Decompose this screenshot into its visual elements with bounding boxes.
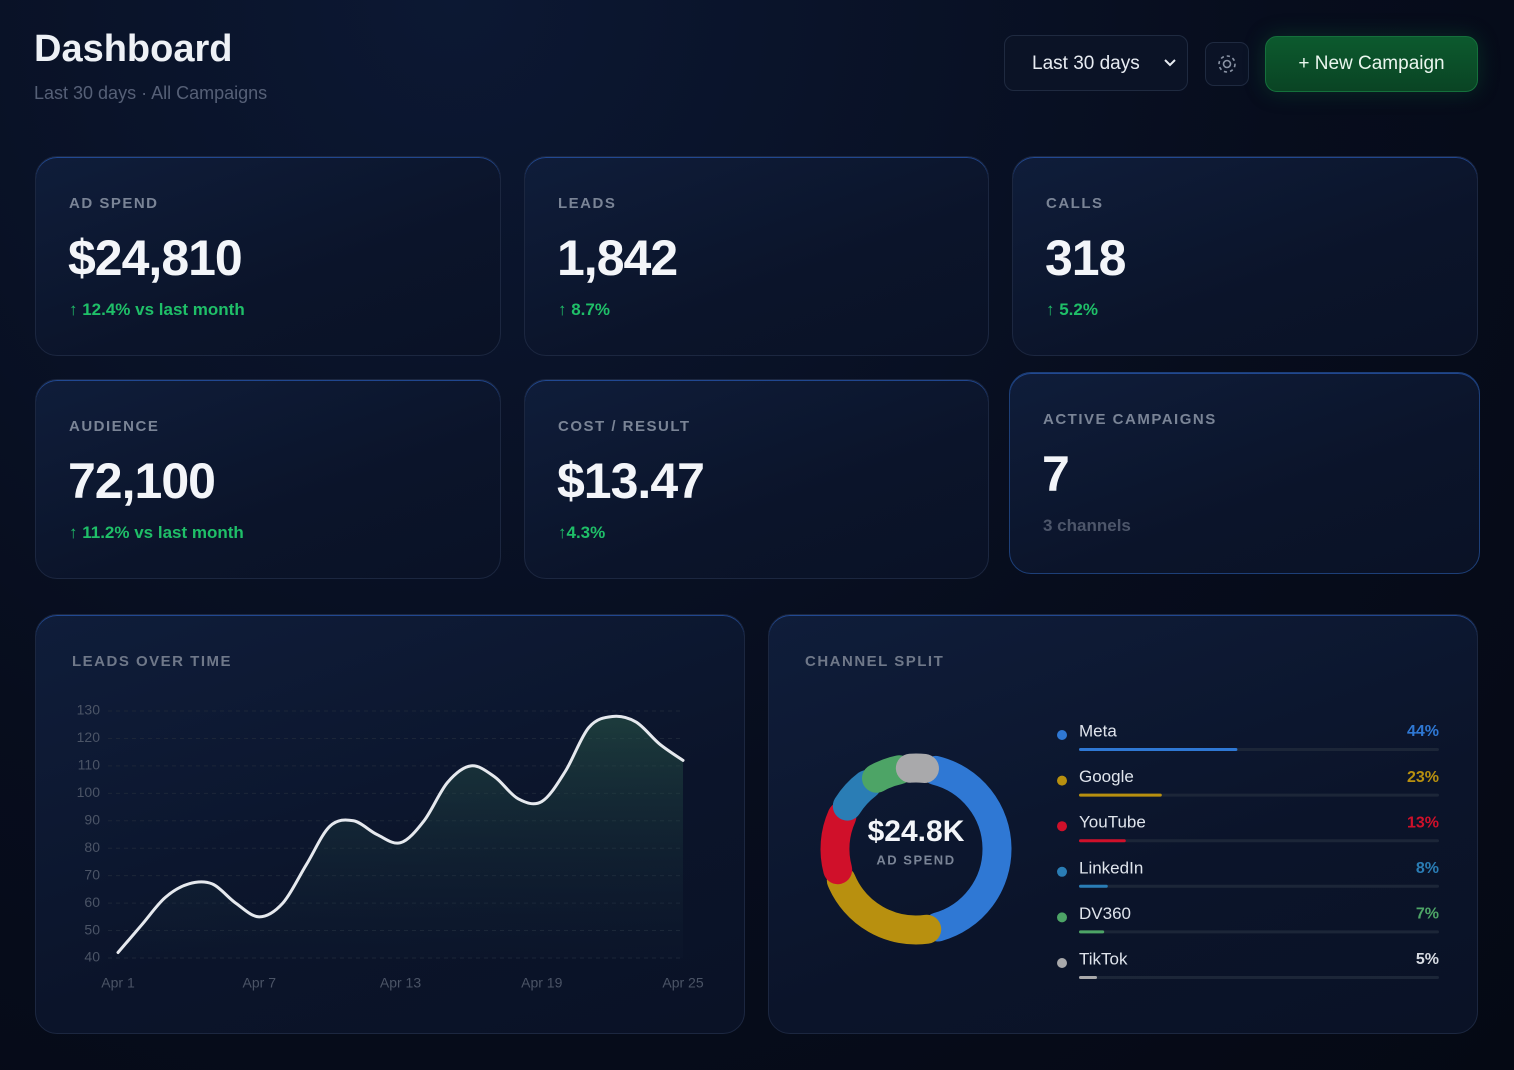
kpi-value: 72,100 [68, 453, 216, 509]
kpi-value: 318 [1045, 230, 1126, 286]
kpi-change: ↑ 5.2% [1046, 300, 1098, 319]
y-tick-label: 80 [84, 839, 100, 855]
legend-bar [1079, 884, 1108, 888]
y-tick-label: 60 [84, 894, 100, 910]
donut-chart: CHANNEL SPLIT Meta 44% Google 23% YouTube 13% L… [805, 653, 1439, 979]
donut-segment [826, 865, 942, 945]
chart-title: CHANNEL SPLIT [805, 653, 944, 670]
legend-track [1079, 884, 1439, 888]
legend-name: Google [1079, 767, 1134, 786]
y-tick-label: 40 [84, 949, 100, 965]
line-series [116, 714, 685, 955]
kpi-card: CALLS 318 ↑ 5.2% [1012, 156, 1478, 356]
kpi-value: 7 [1042, 446, 1070, 502]
legend-bar [1079, 930, 1105, 934]
y-tick-label: 120 [77, 729, 101, 745]
legend-track [1079, 930, 1439, 934]
leads-card: LEADS OVER TIME 40 50 60 70 80 90 100 110 120 130 A… [35, 614, 745, 1034]
y-tick-label: 100 [77, 784, 101, 800]
y-tick-label: 50 [84, 921, 100, 937]
x-tick-label: Apr 7 [243, 975, 277, 991]
donut-segment [832, 769, 882, 821]
kpi-change: ↑4.3% [558, 523, 606, 542]
new-campaign-button[interactable]: + New Campaign [1265, 36, 1478, 92]
kpi-value: 1,842 [557, 230, 678, 286]
kpi-label: AD SPEND [69, 195, 159, 212]
donut-segment [921, 755, 1012, 942]
legend-value: 5% [1416, 951, 1439, 968]
legend-name: Meta [1079, 721, 1117, 740]
legend-bar [1079, 976, 1097, 979]
kpi-card: ACTIVE CAMPAIGNS 7 3 channels [1009, 372, 1480, 574]
x-tick-label: Apr 25 [662, 975, 703, 991]
kpi-value: $24,810 [68, 230, 243, 286]
y-tick-label: 110 [78, 757, 101, 773]
y-tick-label: 90 [84, 811, 100, 827]
line-area [118, 716, 683, 958]
range-select-text: Last 30 days [1032, 53, 1140, 74]
x-tick-label: Apr 1 [101, 975, 135, 991]
legend-dot [1057, 821, 1067, 832]
legend-track [1079, 839, 1439, 843]
legend-track [1079, 976, 1439, 979]
chevron [1164, 59, 1176, 67]
kpi-label: CALLS [1046, 195, 1104, 212]
x-tick-label: Apr 13 [380, 975, 421, 991]
legend-name: YouTube [1079, 813, 1146, 832]
page-subtitle: Last 30 days · All Campaigns [34, 83, 268, 103]
legend-value: 44% [1407, 723, 1439, 740]
legend-dot [1057, 958, 1067, 968]
legend-track [1079, 793, 1439, 797]
page-title: Dashboard [34, 28, 233, 70]
y-tick-label: 70 [84, 866, 100, 882]
kpi-label: COST / RESULT [558, 418, 691, 435]
legend-bar [1079, 748, 1238, 751]
donut-center-sublabel: AD SPEND [876, 852, 955, 867]
legend-dot [1057, 912, 1067, 923]
kpi-change: ↑ 8.7% [558, 300, 610, 319]
gear-icon [1218, 55, 1236, 73]
donut-segment [861, 755, 914, 793]
legend-bar [1079, 839, 1126, 843]
legend-name: TikTok [1079, 949, 1128, 968]
kpi-card: COST / RESULT $13.47 ↑4.3% [524, 379, 989, 579]
kpi-label: ACTIVE CAMPAIGNS [1043, 411, 1217, 428]
kpi-card: AUDIENCE 72,100 ↑ 11.2% vs last month [35, 379, 501, 579]
channel-card: CHANNEL SPLIT Meta 44% Google 23% YouTube 13% L… [768, 614, 1478, 1034]
legend-value: 7% [1416, 906, 1439, 923]
legend-dot [1057, 730, 1067, 740]
legend-value: 23% [1407, 769, 1439, 786]
range-select[interactable]: Last 30 days [1004, 35, 1188, 91]
settings-button[interactable] [1205, 42, 1249, 86]
legend-name: LinkedIn [1079, 858, 1143, 877]
donut-center-label: $24.8K [868, 815, 965, 848]
kpi-card: AD SPEND $24,810 ↑ 12.4% vs last month [35, 156, 501, 356]
legend-name: DV360 [1079, 904, 1131, 923]
legend-value: 13% [1407, 814, 1439, 831]
kpi-change: ↑ 12.4% vs last month [69, 300, 245, 319]
x-tick-label: Apr 19 [521, 975, 562, 991]
legend-dot [1057, 866, 1067, 877]
kpi-note: 3 channels [1043, 516, 1131, 535]
kpi-value: $13.47 [557, 453, 705, 509]
kpi-label: LEADS [558, 195, 617, 212]
legend-dot [1057, 775, 1067, 786]
chart-title: LEADS OVER TIME [72, 653, 232, 670]
line-chart: LEADS OVER TIME 40 50 60 70 80 90 100 110 120 130 A… [72, 653, 704, 991]
legend-bar [1079, 793, 1162, 797]
kpi-card: LEADS 1,842 ↑ 8.7% [524, 156, 989, 356]
kpi-change: ↑ 11.2% vs last month [69, 523, 244, 542]
kpi-label: AUDIENCE [69, 418, 160, 435]
legend-value: 8% [1416, 860, 1439, 877]
y-tick-label: 130 [77, 702, 101, 718]
donut-segment [820, 801, 857, 885]
